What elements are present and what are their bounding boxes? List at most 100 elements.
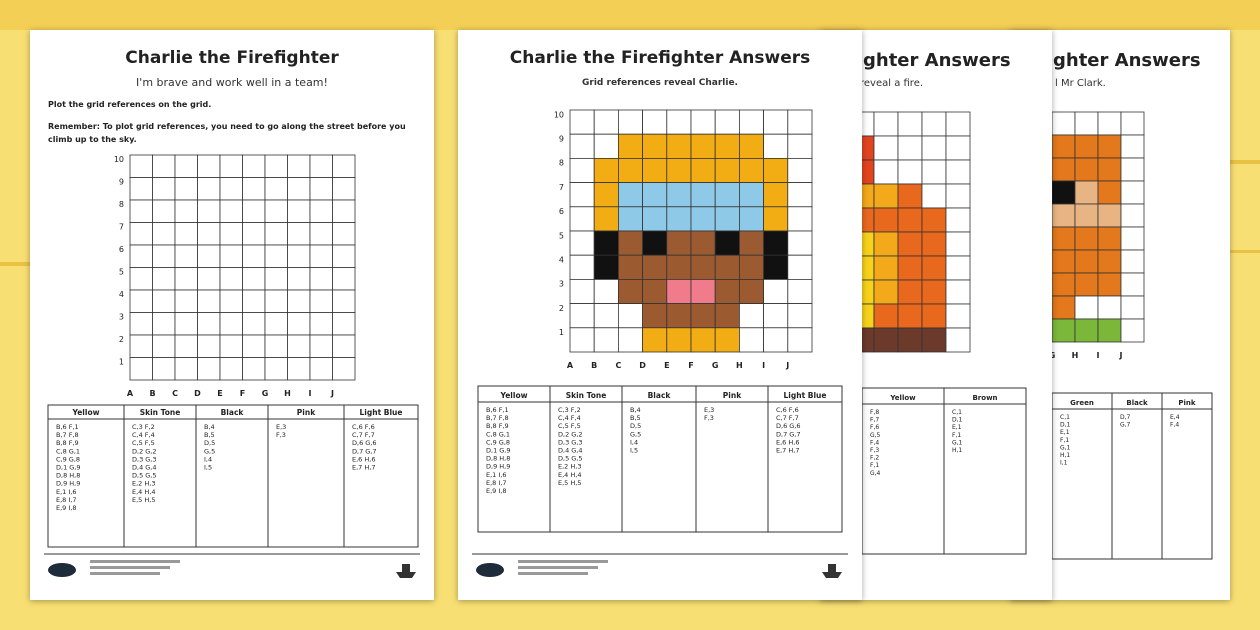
worksheet-table-cell-text: F,3 bbox=[276, 431, 286, 439]
blank-cell bbox=[287, 267, 311, 291]
answers-table-cell-text: E,2 H,3 bbox=[558, 463, 581, 471]
fire-table-cell-text: G,1 bbox=[952, 439, 963, 446]
answers-table-cell-text: B,5 bbox=[630, 414, 641, 422]
answers-cell bbox=[787, 230, 813, 256]
fire-cell bbox=[897, 303, 923, 329]
blank-cell bbox=[332, 177, 356, 201]
blank-cell bbox=[264, 199, 288, 223]
worksheet-table-cell-text: D,2 G,2 bbox=[132, 447, 157, 455]
blank-grid: 10 9 8 7 6 5 4 3 2 1 A B C D E F G H I J bbox=[114, 154, 356, 398]
fire-cell bbox=[945, 279, 971, 305]
blank-cell bbox=[197, 312, 221, 336]
answers-cell bbox=[569, 157, 595, 183]
answers-cell bbox=[642, 278, 668, 304]
answers-y-label: 7 bbox=[559, 183, 564, 192]
answers-cell bbox=[763, 182, 789, 208]
clark-cell bbox=[1074, 111, 1099, 136]
blank-cell bbox=[309, 244, 333, 268]
background-line-right-2 bbox=[1230, 250, 1260, 253]
blank-cell bbox=[174, 312, 198, 336]
answers-cell bbox=[763, 157, 789, 183]
answers-table-cell-text: G,5 bbox=[630, 430, 641, 438]
answers-table-cell-text: D,8 H,8 bbox=[486, 455, 510, 463]
worksheet-table-cell-text: D,4 G,4 bbox=[132, 464, 157, 472]
blank-cell bbox=[152, 222, 176, 246]
clark-table-cell-text: E,4 bbox=[1170, 414, 1180, 421]
fire-answer-table: YellowF,8F,7F,6G,5F,4F,3F,2F,1G,4BrownC,… bbox=[861, 387, 1027, 555]
worksheet-table-cell-text: E,3 bbox=[276, 423, 286, 431]
blank-x-label: F bbox=[240, 389, 245, 398]
blank-cell bbox=[152, 334, 176, 358]
answers-cell bbox=[714, 133, 740, 159]
fire-table-cell-text: H,1 bbox=[952, 447, 962, 454]
blank-y-label: 7 bbox=[119, 222, 124, 231]
clark-cell bbox=[1097, 111, 1122, 136]
blank-cell bbox=[174, 177, 198, 201]
blank-cell bbox=[219, 357, 243, 381]
answers-table: Yellow B,6 F,1B,7 F,8B,8 F,9C,8 G,1C,9 G,… bbox=[477, 385, 843, 533]
blank-cell bbox=[332, 312, 356, 336]
blank-x-label: H bbox=[284, 389, 291, 398]
blank-x-label: A bbox=[127, 389, 134, 398]
fire-cell bbox=[921, 159, 947, 185]
blank-cell bbox=[197, 357, 221, 381]
answers-cell bbox=[617, 254, 643, 280]
answers-cell bbox=[569, 278, 595, 304]
answers-x-label: J bbox=[785, 361, 789, 370]
answers-table-cell-text: C,4 F,4 bbox=[558, 414, 581, 422]
blank-cell bbox=[242, 357, 266, 381]
answers-cell bbox=[593, 182, 619, 208]
clark-cell bbox=[1074, 203, 1099, 228]
twinkl-logo bbox=[48, 563, 76, 577]
blank-cell bbox=[309, 177, 333, 201]
blank-cell bbox=[174, 222, 198, 246]
answers-cell bbox=[738, 254, 764, 280]
blank-cell bbox=[287, 199, 311, 223]
answers-cell bbox=[642, 206, 668, 232]
blank-cell bbox=[264, 222, 288, 246]
answers-cell bbox=[666, 182, 692, 208]
worksheet-table-cell-text: E,4 H,4 bbox=[132, 488, 155, 496]
answers-x-label: A bbox=[567, 361, 574, 370]
blank-cell bbox=[152, 199, 176, 223]
clark-table-cell-text: H,1 bbox=[1060, 452, 1070, 459]
ship-icon bbox=[396, 572, 416, 578]
worksheet-table-cell-text: C,9 G,8 bbox=[56, 455, 80, 463]
worksheet-title: Charlie the Firefighter bbox=[125, 48, 339, 68]
answers-cell bbox=[666, 254, 692, 280]
blank-cell bbox=[152, 177, 176, 201]
blank-cell bbox=[152, 357, 176, 381]
fire-cell bbox=[945, 231, 971, 257]
worksheet-table-cell-text: E,9 I,8 bbox=[56, 504, 77, 512]
background-line-right bbox=[1230, 160, 1260, 164]
answers-cell bbox=[642, 303, 668, 329]
answers-table-cell-text: B,8 F,9 bbox=[486, 422, 509, 430]
answers-table-cell-text: E,5 H,5 bbox=[558, 479, 581, 487]
answers-cell bbox=[569, 109, 595, 135]
answers-cell bbox=[569, 303, 595, 329]
fire-cell bbox=[921, 111, 947, 137]
clark-cell bbox=[1120, 295, 1145, 320]
worksheet-table-header: Yellow bbox=[71, 408, 99, 417]
blank-x-label: C bbox=[172, 389, 178, 398]
blank-x-label: I bbox=[309, 389, 312, 398]
clark-cell bbox=[1120, 226, 1145, 251]
fire-cell bbox=[873, 207, 899, 233]
fire-cell bbox=[873, 159, 899, 185]
fire-table-cell-text: F,2 bbox=[870, 455, 879, 462]
blank-cell bbox=[309, 154, 333, 178]
blank-cell bbox=[219, 312, 243, 336]
worksheet-table-cell-text: E,1 I,6 bbox=[56, 488, 77, 496]
answers-cell bbox=[763, 327, 789, 353]
fire-cell bbox=[945, 159, 971, 185]
blank-cell bbox=[197, 154, 221, 178]
worksheet-table-cell-text: D,5 G,5 bbox=[132, 472, 157, 480]
clark-table-cell-text: F,1 bbox=[1060, 437, 1069, 444]
answers-cell bbox=[617, 230, 643, 256]
answers-cell bbox=[617, 133, 643, 159]
clark-cell bbox=[1120, 157, 1145, 182]
clark-table-cell-text: C,1 bbox=[1060, 414, 1070, 421]
answers-cell bbox=[738, 278, 764, 304]
answers-cell bbox=[690, 230, 716, 256]
clark-cell bbox=[1097, 203, 1122, 228]
